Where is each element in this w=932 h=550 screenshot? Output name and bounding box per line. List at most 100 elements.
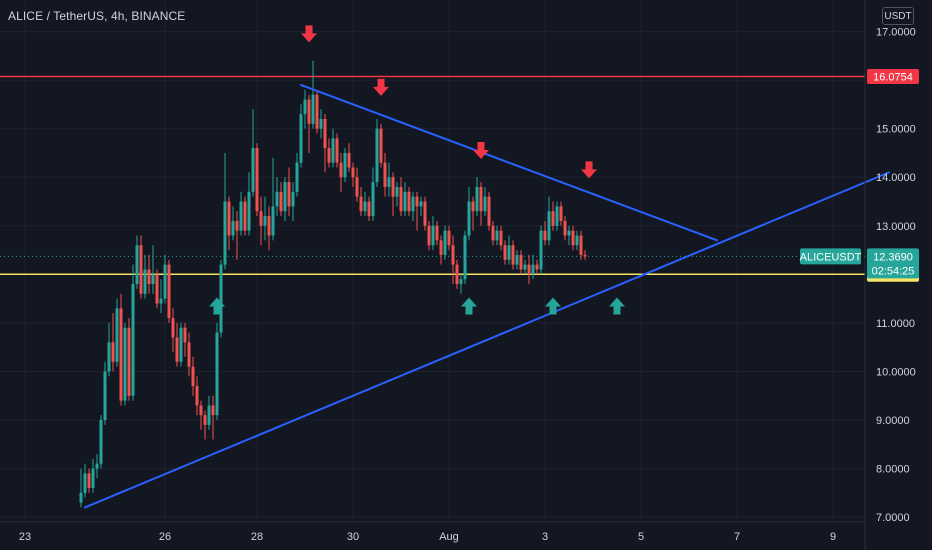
candle-body <box>239 201 243 231</box>
time-tick-label: 3 <box>542 531 548 543</box>
arrow-up-icon <box>461 297 477 315</box>
candle-body <box>179 327 183 362</box>
candle-body <box>507 245 511 260</box>
price-tick-label: 15.0000 <box>876 124 916 136</box>
candle-body <box>447 230 451 246</box>
price-tick-label: 7.0000 <box>876 512 910 524</box>
candle-body <box>131 284 135 396</box>
candle-body <box>399 186 403 212</box>
trendlines[interactable] <box>84 83 890 509</box>
candle-body <box>579 235 583 255</box>
candle-body <box>235 220 239 231</box>
candle-body <box>155 274 159 304</box>
candle-body <box>551 211 555 226</box>
candle-body <box>555 206 559 226</box>
resistance-price-badge <box>867 68 919 84</box>
candle-body <box>219 264 223 333</box>
candle-body <box>199 405 203 416</box>
candle-body <box>503 245 507 260</box>
candle-body <box>343 152 347 178</box>
arrow-up-icon <box>209 297 225 315</box>
candle-body <box>487 196 491 226</box>
candle-body <box>139 245 143 294</box>
rising-support-trendline[interactable] <box>84 171 890 509</box>
candle-body <box>459 279 463 285</box>
candle-body <box>191 366 195 387</box>
candle-body <box>527 264 531 275</box>
time-tick-label: 7 <box>734 531 740 543</box>
candle-body <box>195 386 199 406</box>
candle-body <box>103 371 107 421</box>
candle-body <box>263 216 267 226</box>
price-tick-label: 10.0000 <box>876 366 916 378</box>
candle-body <box>211 405 215 416</box>
arrow-down-icon <box>581 161 597 179</box>
candle-body <box>167 264 171 319</box>
falling-resistance-trendline[interactable] <box>300 83 718 242</box>
candle-body <box>287 182 291 207</box>
candle-body <box>387 177 391 187</box>
candle-body <box>499 230 503 246</box>
price-tick-label: 14.0000 <box>876 172 916 184</box>
candle-body <box>567 230 571 236</box>
time-axis[interactable]: 23 26 28 30 Aug 3 5 7 9 <box>19 531 836 543</box>
candle-body <box>547 211 551 241</box>
candle-body <box>183 327 187 343</box>
price-tick-label: 13.0000 <box>876 221 916 233</box>
currency-button[interactable]: USDT <box>882 7 914 25</box>
candle-body <box>363 201 367 212</box>
price-axis[interactable]: 7.00008.00009.000010.000011.000012.00001… <box>876 27 916 525</box>
candle-body <box>347 152 351 168</box>
candle-body <box>539 230 543 270</box>
candle-body <box>355 177 359 197</box>
candle-body <box>415 196 419 207</box>
candle-body <box>403 191 407 212</box>
candle-body <box>559 206 563 221</box>
candle-body <box>531 264 535 275</box>
grid <box>0 0 865 522</box>
candle-body <box>119 308 123 401</box>
arrow-up-icon <box>545 297 561 315</box>
candle-body <box>283 182 287 212</box>
chart-title: ALICE / TetherUS, 4h, BINANCE <box>8 9 186 23</box>
time-tick-label: Aug <box>439 531 459 543</box>
price-tick-label: 17.0000 <box>876 27 916 39</box>
candle-body <box>111 342 115 362</box>
candle-body <box>471 201 475 212</box>
candle-body <box>535 264 539 270</box>
arrow-down-icon <box>473 141 489 159</box>
time-tick-label: 26 <box>159 531 171 543</box>
candle-body <box>203 415 207 425</box>
candle-body <box>307 99 311 124</box>
candle-body <box>267 216 271 236</box>
candle-body <box>255 148 259 212</box>
time-tick-label: 5 <box>638 531 644 543</box>
symbol-tag-label: ALICEUSDT <box>800 251 862 263</box>
candle-body <box>251 148 255 192</box>
last-price-label: 12.3690 <box>873 251 913 263</box>
candle-body <box>175 337 179 362</box>
candle-body <box>383 162 387 187</box>
candle-body <box>303 99 307 115</box>
candle-body <box>431 225 435 246</box>
candle-body <box>327 148 331 163</box>
price-tick-label: 9.0000 <box>876 415 910 427</box>
candle-body <box>335 138 339 163</box>
candle-body <box>143 269 147 294</box>
candle-body <box>407 191 411 212</box>
time-tick-label: 28 <box>251 531 263 543</box>
candle-body <box>291 191 295 207</box>
candle-body <box>563 220 567 236</box>
candle-body <box>147 269 151 285</box>
candle-body <box>259 211 263 226</box>
candle-body <box>171 318 175 338</box>
candle-body <box>467 201 471 236</box>
candle-body <box>443 230 447 255</box>
candle-body <box>87 473 91 489</box>
candle-body <box>435 225 439 241</box>
candle-body <box>315 94 319 129</box>
candle-body <box>495 230 499 241</box>
candle-body <box>511 245 515 265</box>
candle-body <box>127 327 131 396</box>
